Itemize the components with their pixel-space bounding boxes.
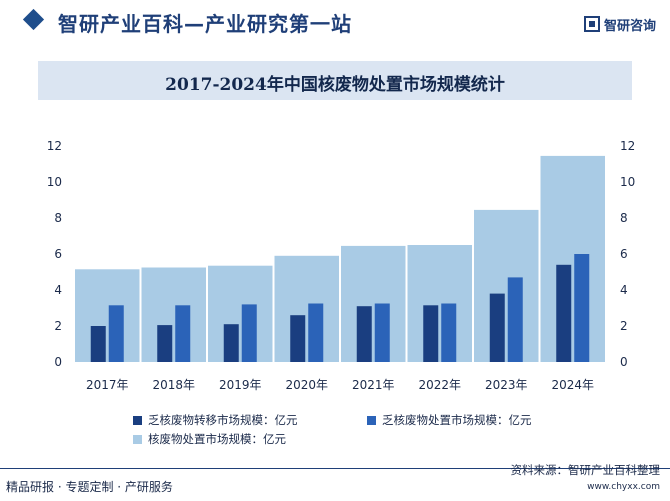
legend-label-transfer: 乏核废物转移市场规模：亿元	[148, 413, 298, 427]
bar-nuclear-2020	[274, 255, 339, 362]
header: 智研产业百科—产业研究第一站 智研咨询	[0, 0, 670, 44]
footer-source: 资料来源：智研产业百科整理 www.chyxx.com	[511, 462, 661, 496]
y-tick-right: 10	[620, 175, 635, 189]
y-tick-left: 12	[47, 139, 62, 153]
y-tick-right: 2	[620, 319, 628, 333]
bar-nuclear-2023	[474, 209, 539, 362]
bar-nuclear-2022	[407, 245, 472, 362]
bar-transfer-2022	[423, 305, 439, 362]
legend-label-disposal: 乏核废物处置市场规模：亿元	[382, 413, 532, 427]
bar-transfer-2019	[223, 324, 239, 362]
y-tick-left: 6	[54, 247, 62, 261]
bar-nuclear-2019	[208, 265, 273, 362]
y-tick-left: 0	[54, 355, 62, 369]
site-title: 智研产业百科—产业研究第一站	[58, 12, 352, 36]
x-tick-label: 2019年	[219, 378, 262, 392]
y-tick-left: 10	[47, 175, 62, 189]
x-tick-label: 2024年	[551, 378, 594, 392]
y-tick-left: 4	[54, 283, 62, 297]
legend-item-transfer: 乏核废物转移市场规模：亿元	[133, 412, 298, 428]
bar-nuclear-2017	[75, 269, 140, 362]
chart-title-box: 2017-2024年中国核废物处置市场规模统计	[38, 61, 632, 100]
legend-label-nuclear: 核废物处置市场规模：亿元	[148, 432, 286, 446]
logo-text: 智研咨询	[603, 18, 656, 34]
bar-nuclear-2021	[341, 245, 406, 362]
bar-disposal-2021	[374, 303, 390, 362]
y-tick-right: 6	[620, 247, 628, 261]
bar-disposal-2020	[308, 303, 324, 362]
bar-transfer-2024	[556, 264, 572, 362]
y-tick-left: 8	[54, 211, 62, 225]
bar-disposal-2022	[441, 303, 457, 362]
bar-transfer-2021	[356, 306, 372, 362]
y-tick-right: 8	[620, 211, 628, 225]
x-tick-label: 2017年	[86, 378, 129, 392]
bar-transfer-2023	[489, 293, 505, 362]
x-tick-label: 2021年	[352, 378, 395, 392]
footer-services: 精品研报 · 专题定制 · 产研服务	[6, 480, 173, 494]
bar-transfer-2018	[157, 325, 173, 362]
source-text: 资料来源：智研产业百科整理	[510, 463, 661, 477]
bar-transfer-2020	[290, 315, 306, 362]
legend-swatch-nuclear	[133, 434, 142, 444]
footer-divider	[0, 468, 670, 469]
x-tick-label: 2020年	[285, 378, 328, 392]
logo-icon	[583, 16, 600, 32]
bar-disposal-2017	[108, 305, 124, 362]
chart-title: 2017-2024年中国核废物处置市场规模统计	[165, 75, 505, 95]
legend-item-disposal: 乏核废物处置市场规模：亿元	[367, 412, 532, 428]
x-tick-label: 2022年	[418, 378, 461, 392]
legend-item-nuclear: 核废物处置市场规模：亿元	[133, 431, 286, 447]
bar-disposal-2024	[574, 254, 590, 362]
logo[interactable]: 智研咨询	[583, 14, 656, 34]
bar-transfer-2017	[90, 326, 106, 362]
bar-disposal-2023	[507, 277, 523, 362]
bar-disposal-2018	[175, 305, 191, 362]
y-tick-right: 12	[620, 139, 635, 153]
legend-swatch-disposal	[367, 415, 376, 425]
bar-nuclear-2018	[141, 267, 206, 362]
x-tick-label: 2018年	[152, 378, 195, 392]
y-tick-left: 2	[54, 319, 62, 333]
legend-swatch-transfer	[133, 415, 142, 425]
source-url[interactable]: www.chyxx.com	[587, 482, 660, 492]
bar-disposal-2019	[241, 304, 257, 362]
bar-chart: 0 0 2 2 4 4 6 6 8 8 10 10 12 12 2017年 2018年 2019年 2020年 20…	[47, 139, 636, 392]
y-tick-right: 0	[620, 355, 628, 369]
y-tick-right: 4	[620, 283, 628, 297]
bar-nuclear-2024	[540, 155, 605, 362]
x-tick-label: 2023年	[485, 378, 528, 392]
